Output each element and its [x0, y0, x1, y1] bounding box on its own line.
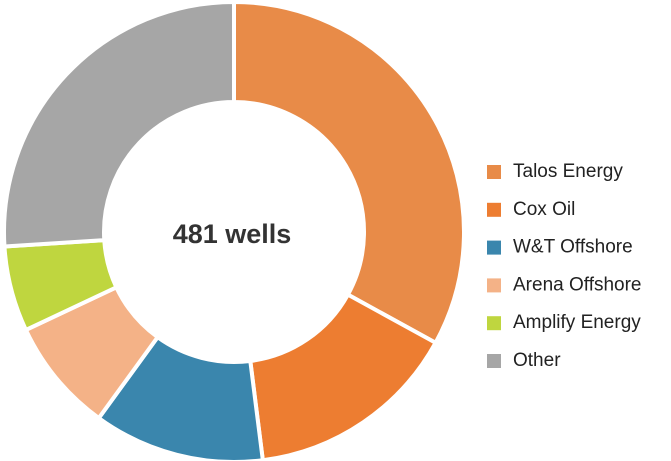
legend-swatch: [487, 316, 501, 331]
center-label: 481 wells: [173, 219, 292, 249]
legend-label: Arena Offshore: [513, 274, 642, 295]
legend-swatch: [487, 354, 501, 368]
legend-label: Amplify Energy: [513, 312, 641, 333]
legend-swatch: [487, 202, 501, 217]
donut-segment: [2, 0, 236, 249]
legend-label: Other: [513, 350, 561, 371]
legend-label: Cox Oil: [513, 199, 575, 220]
donut-segment: [248, 291, 439, 461]
legend-label: Talos Energy: [513, 161, 623, 182]
legend-label: W&T Offshore: [513, 237, 633, 258]
legend-swatch: [487, 240, 501, 255]
legend-swatch: [487, 278, 501, 293]
legend-swatch: [487, 165, 501, 179]
donut-segment: [232, 0, 466, 346]
